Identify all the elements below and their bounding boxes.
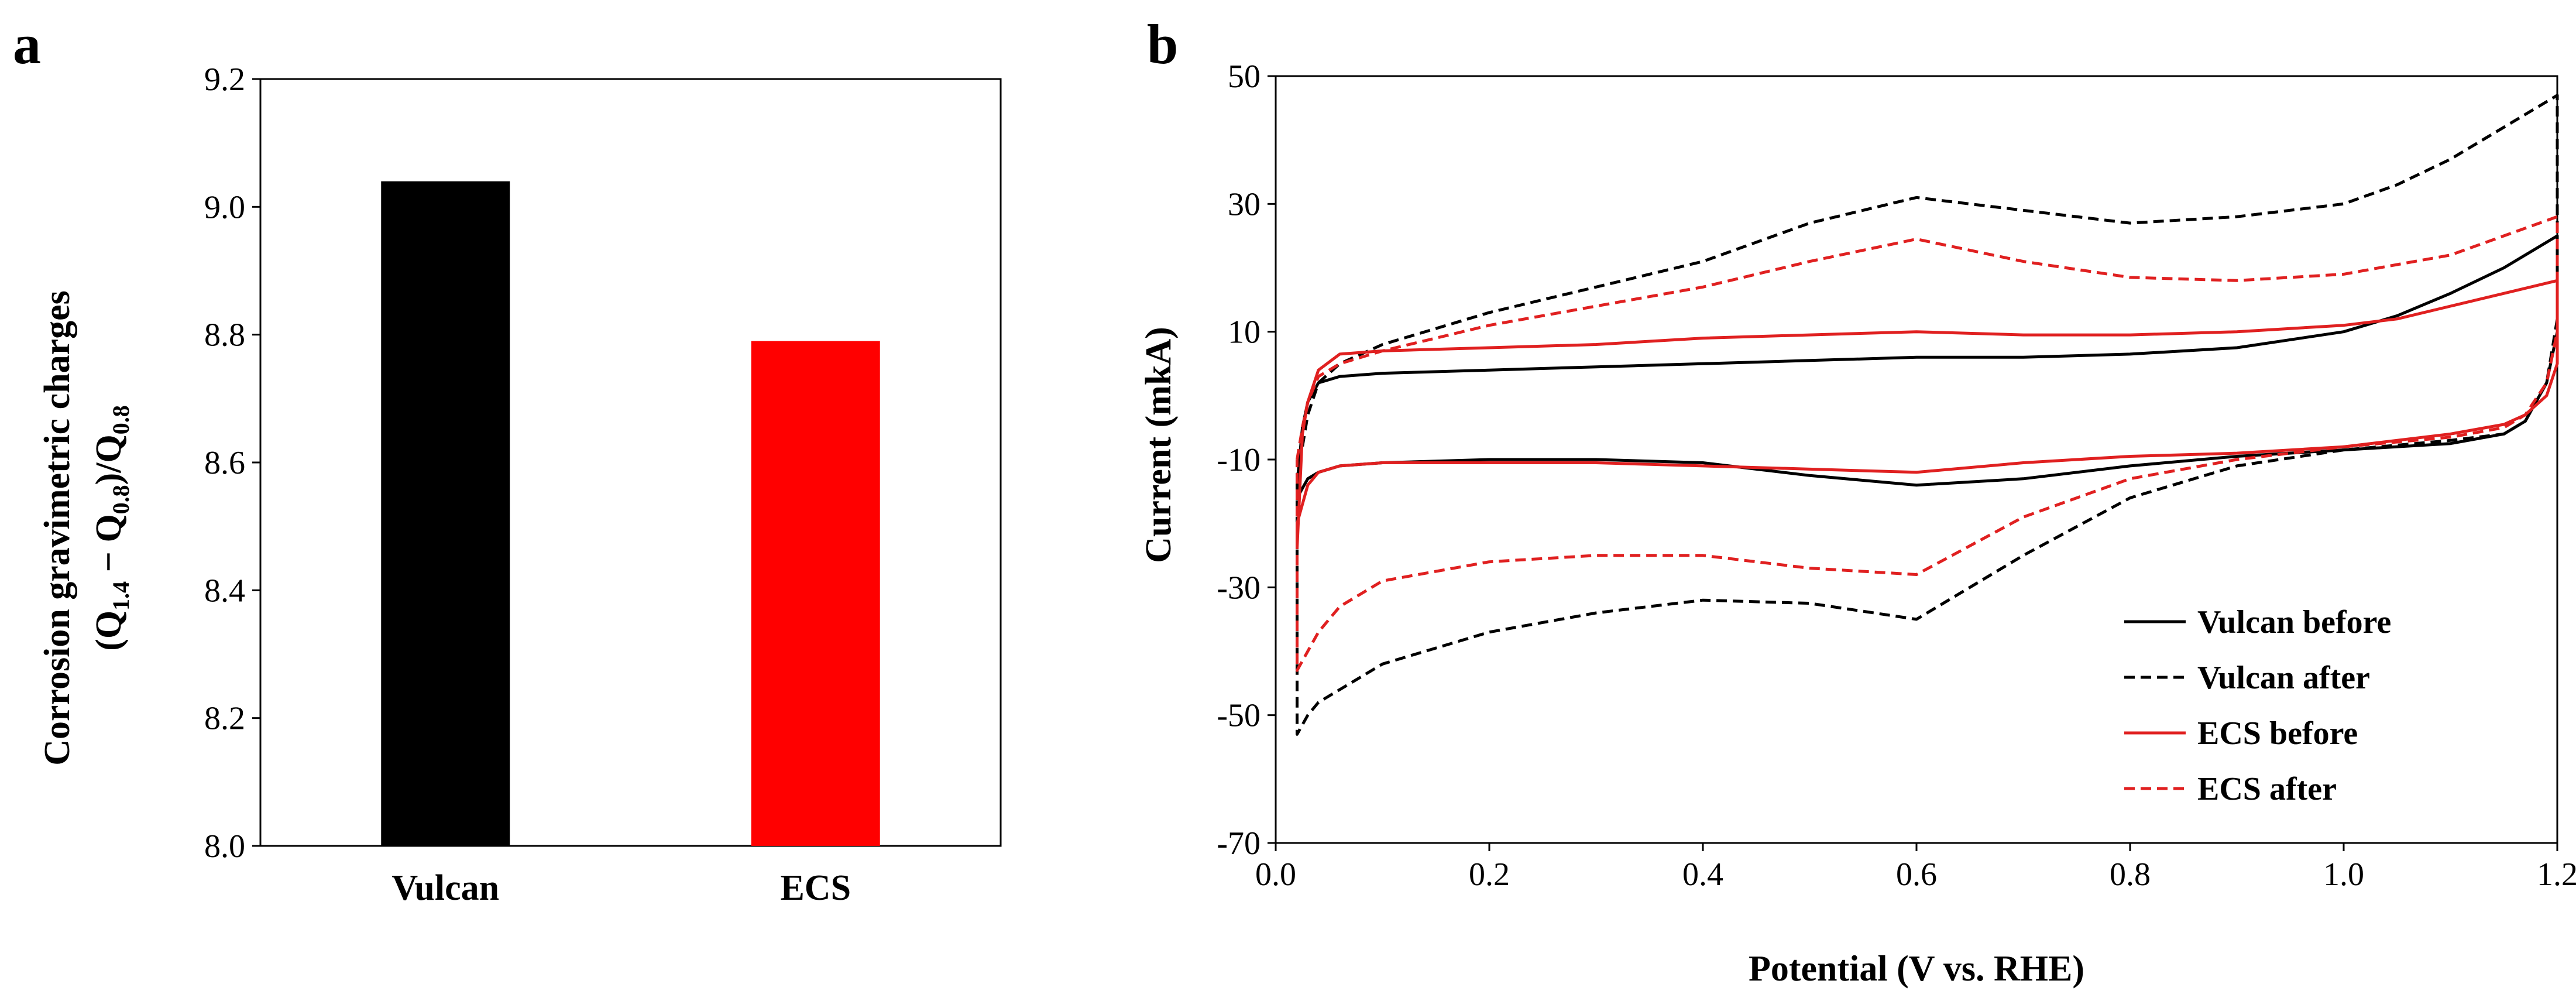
panel-b-y-tick-label: 50 — [1228, 59, 1260, 95]
panel-b-label: b — [1147, 13, 1178, 76]
bar-ecs — [751, 341, 880, 846]
panel-a-y-tick-label: 8.8 — [204, 317, 245, 354]
panel-a-bar-chart: a Corrosion gravimetric charges (Q1.4 − … — [13, 13, 1002, 908]
panel-b-y-axis-title: Current (mkA) — [1139, 327, 1179, 563]
series-line-vulcan-after — [1296, 94, 2559, 736]
panel-a-y-tick-label: 8.0 — [204, 828, 245, 865]
panel-b-x-tick-label: 0.6 — [1896, 856, 1937, 893]
panel-b-y-tick-label: -30 — [1217, 570, 1260, 606]
panel-a-y-ticks: 8.0 8.2 8.4 8.6 8.8 9.0 9.2 — [204, 61, 260, 865]
panel-b-x-ticks: 0.0 0.2 0.4 0.6 0.8 1.0 1.2 — [1255, 843, 2576, 893]
panel-b-y-tick-label: 10 — [1228, 314, 1260, 351]
panel-a-ylabel-line1: Corrosion gravimetric charges — [37, 290, 77, 766]
category-label-ecs: ECS — [780, 868, 851, 908]
panel-b-x-tick-label: 0.4 — [1682, 856, 1723, 893]
panel-a-y-axis-title: Corrosion gravimetric charges (Q1.4 − Q0… — [37, 290, 134, 766]
panel-a-y-tick-label: 8.6 — [204, 445, 245, 481]
legend-label-ecs-after: ECS after — [2197, 771, 2337, 807]
panel-b-x-tick-label: 1.0 — [2323, 856, 2364, 893]
panel-a-bars — [381, 181, 880, 846]
legend-label-vulcan-after: Vulcan after — [2197, 660, 2370, 696]
panel-b-x-tick-label: 1.2 — [2537, 856, 2576, 893]
legend: Vulcan before Vulcan after ECS before ECS a… — [2124, 604, 2391, 807]
panel-b-x-tick-label: 0.0 — [1255, 856, 1296, 893]
category-label-vulcan: Vulcan — [391, 868, 499, 908]
bar-vulcan — [381, 181, 510, 846]
panel-b-y-tick-label: -10 — [1217, 442, 1260, 478]
panel-a-y-tick-label: 9.0 — [204, 189, 245, 225]
series-line-vulcan-before — [1296, 234, 2559, 499]
panel-a-ylabel-line2: (Q1.4 − Q0.8)/Q0.8 — [89, 405, 134, 651]
panel-b-y-tick-label: -70 — [1217, 825, 1260, 862]
panel-a-y-tick-label: 8.2 — [204, 701, 245, 737]
legend-label-vulcan-before: Vulcan before — [2197, 604, 2391, 640]
panel-b-y-ticks: 50 30 10 -10 -30 -50 -70 — [1217, 59, 1276, 862]
legend-label-ecs-before: ECS before — [2197, 715, 2358, 752]
panel-b-line-chart: b Current (mkA) Potential (V vs. RHE) 50… — [1139, 13, 2576, 989]
panel-b-x-tick-label: 0.2 — [1469, 856, 1510, 893]
panel-b-x-tick-label: 0.8 — [2110, 856, 2151, 893]
panel-a-category-labels: Vulcan ECS — [391, 868, 851, 908]
series-line-ecs-after — [1296, 215, 2559, 672]
panel-b-y-tick-label: -50 — [1217, 698, 1260, 734]
panel-a-y-tick-label: 8.4 — [204, 573, 245, 609]
panel-a-plot-frame — [259, 78, 1002, 847]
panel-b-series-lines — [1296, 94, 2559, 736]
panel-a-y-tick-label: 9.2 — [204, 61, 245, 98]
panel-b-y-tick-label: 30 — [1228, 186, 1260, 222]
panel-a-label: a — [13, 13, 41, 76]
panel-b-x-axis-title: Potential (V vs. RHE) — [1749, 949, 2084, 989]
series-line-ecs-before — [1296, 279, 2559, 549]
